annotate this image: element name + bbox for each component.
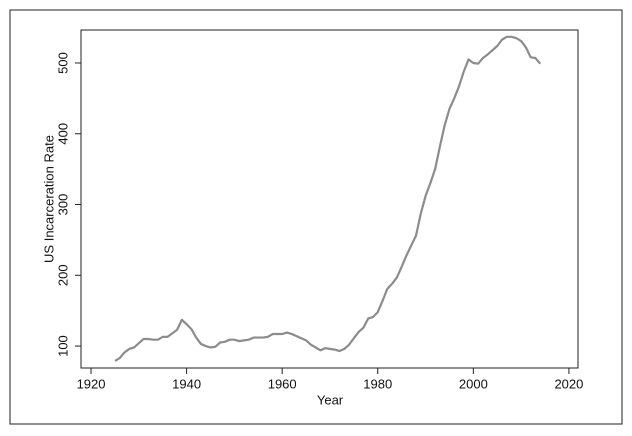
y-tick-label: 300 [55, 194, 70, 216]
x-axis-label: Year [317, 392, 344, 407]
plot-area [80, 29, 579, 369]
data-line [114, 35, 542, 362]
y-tick-label: 500 [55, 52, 70, 74]
x-tick-label: 1980 [363, 376, 392, 391]
x-tick-label: 2020 [554, 376, 583, 391]
x-tick-label: 1940 [172, 376, 201, 391]
y-tick-label: 100 [55, 335, 70, 357]
x-tick-label: 1920 [77, 376, 106, 391]
frame [9, 9, 623, 425]
x-tick-label: 1960 [268, 376, 297, 391]
y-tick-label: 200 [55, 264, 70, 286]
y-tick-label: 400 [55, 123, 70, 145]
x-tick-label: 2000 [459, 376, 488, 391]
y-axis-label: US Incarceration Rate [41, 135, 56, 263]
